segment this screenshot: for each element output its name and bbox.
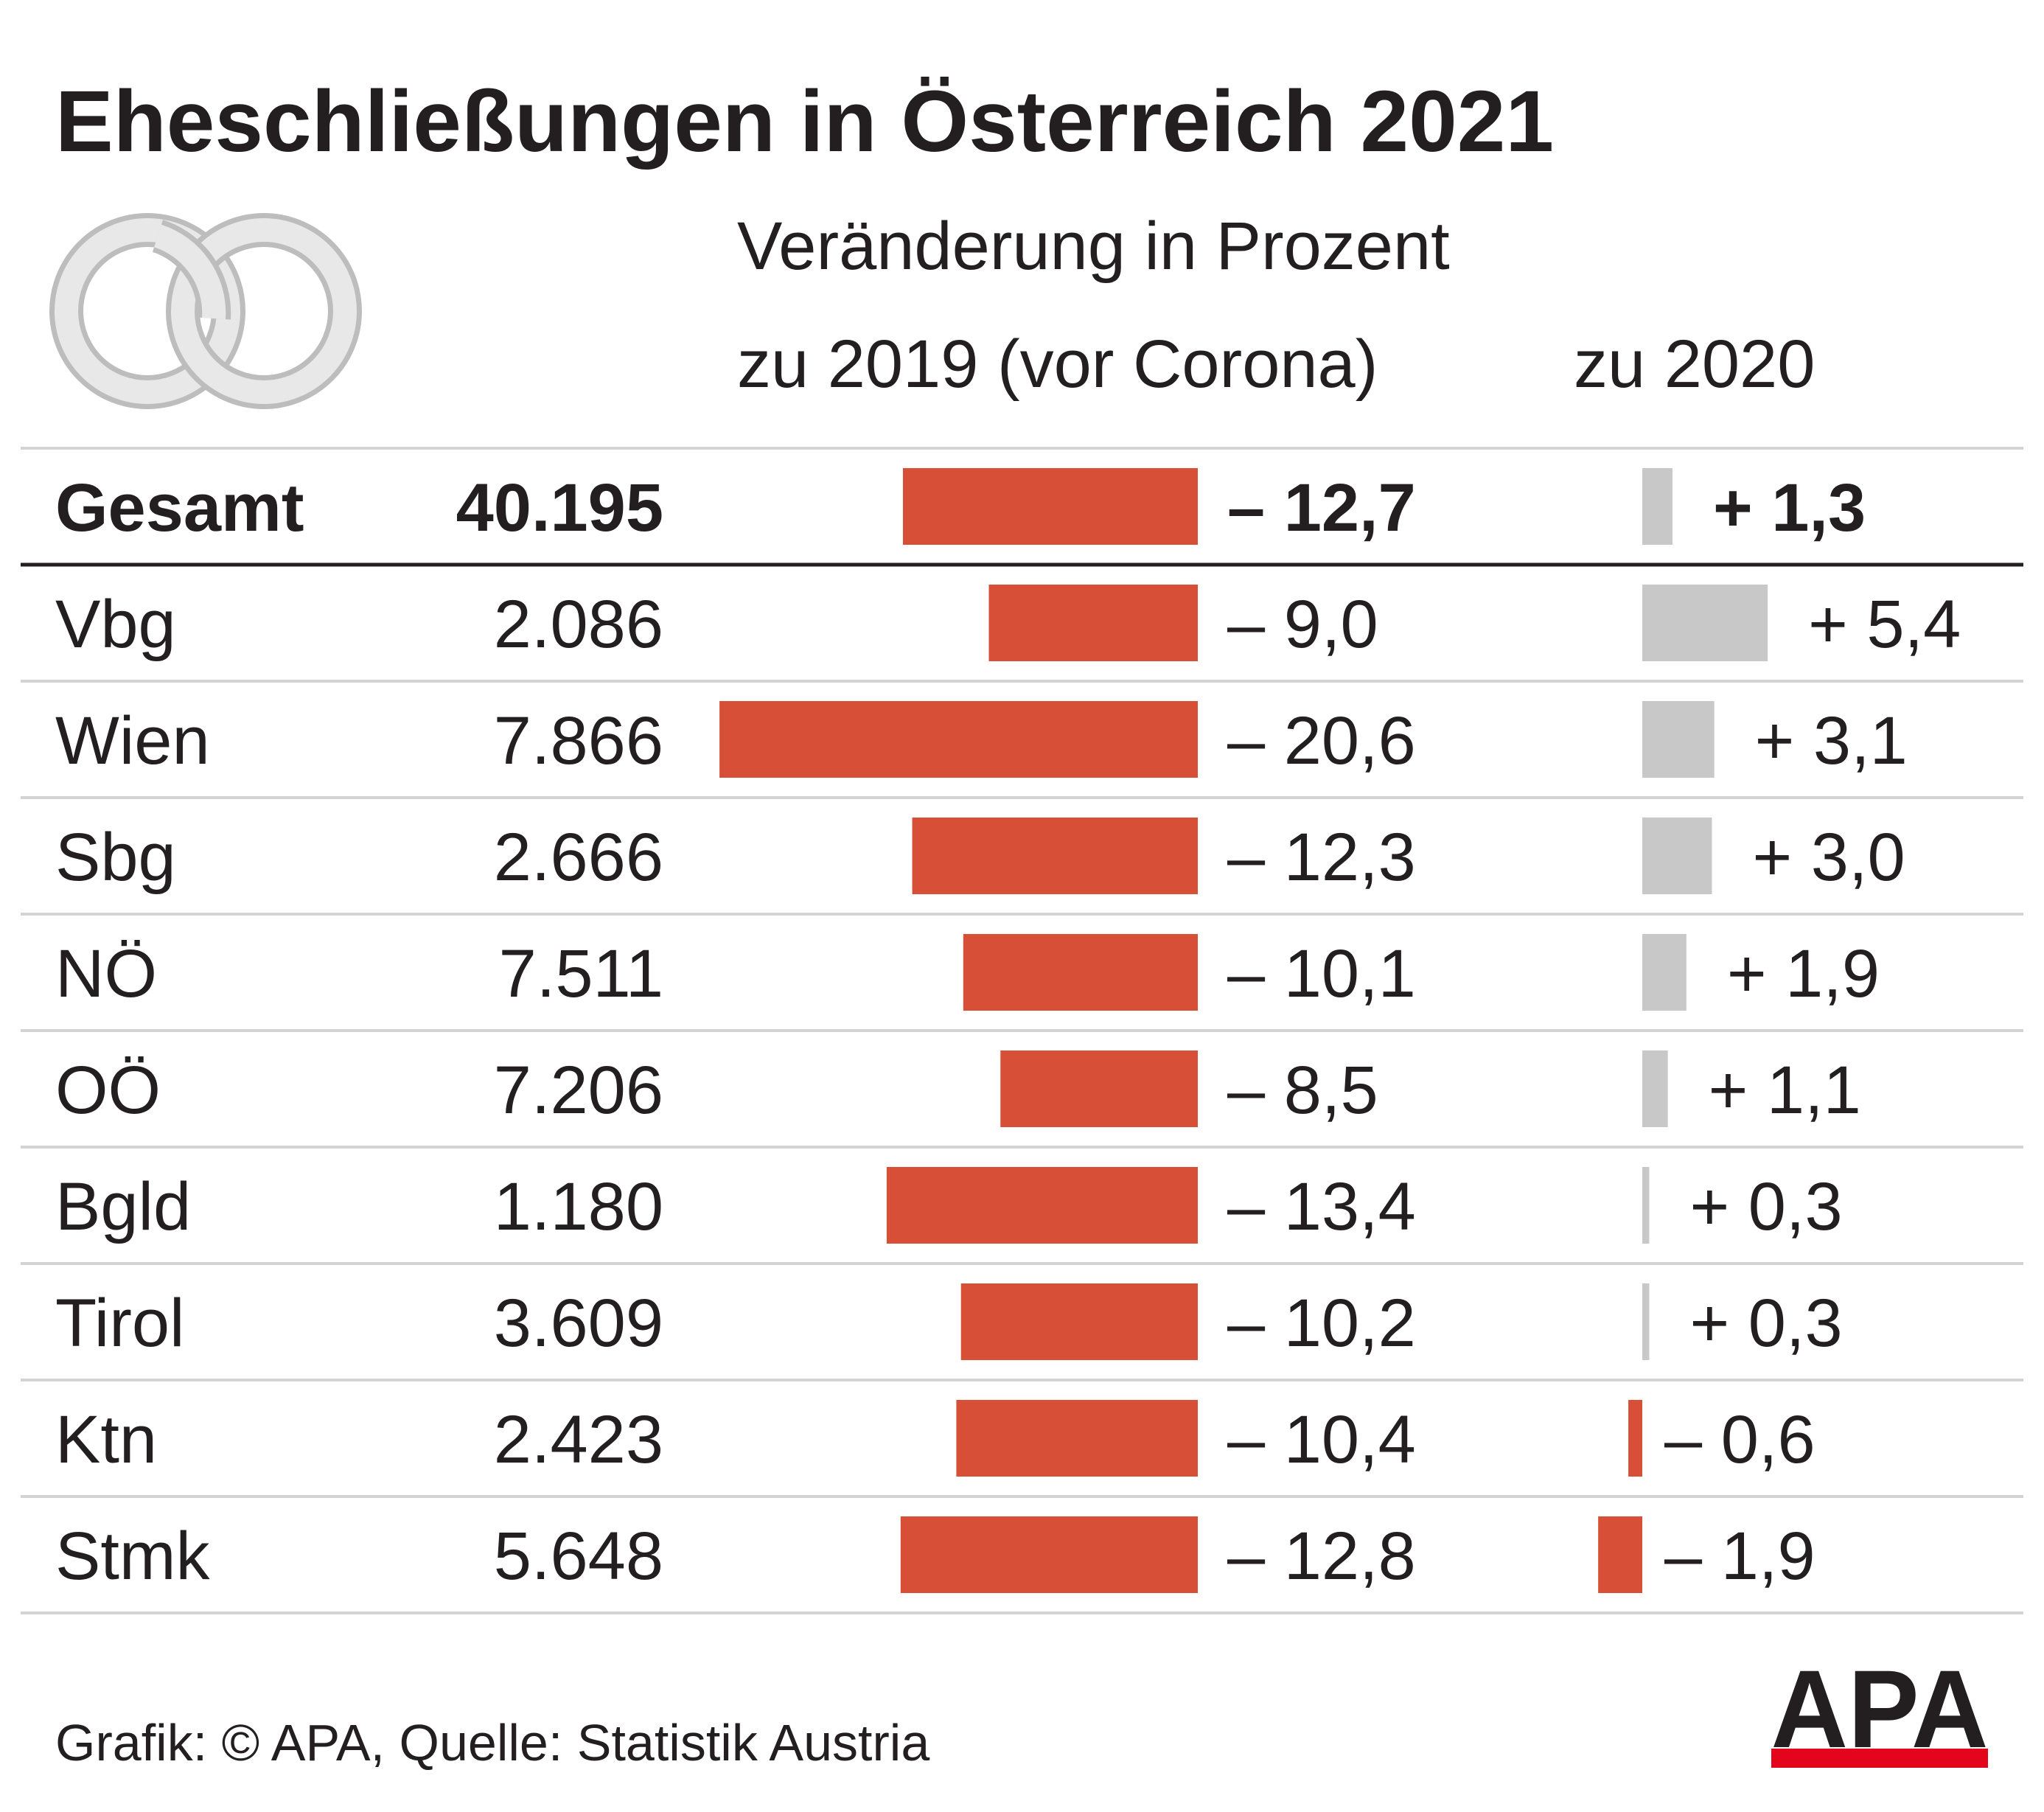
row-count-value: 40.195 [456,470,663,546]
column-header-2020: zu 2020 [1574,327,1815,402]
bar-change-2019 [902,468,1198,545]
row-count-value: 1.180 [494,1169,663,1244]
bar-change-2020 [1642,1283,1650,1360]
label-change-2019: – 20,6 [1227,703,1416,778]
bar-change-2019 [956,1400,1198,1477]
label-change-2020: – 1,9 [1664,1519,1815,1594]
bar-change-2019 [912,818,1198,894]
label-change-2020: + 3,0 [1753,820,1905,895]
bar-change-2019 [886,1167,1198,1244]
label-change-2020: + 0,3 [1689,1286,1842,1361]
chart-title: Eheschließungen in Österreich 2021 [55,73,1554,170]
table-rows: Gesamt 40.195 – 12,7 + 1,3 Vbg 2.086 – 9,0 + 5,… [21,447,2023,1614]
row-region-label: Stmk [55,1519,211,1594]
label-change-2019: – 12,7 [1227,470,1416,546]
row-region-label: Wien [55,703,210,778]
bar-change-2019 [719,701,1198,778]
label-change-2019: – 12,3 [1227,820,1416,895]
label-change-2019: – 10,1 [1227,936,1416,1011]
apa-logo-bar [1771,1749,1988,1768]
row-count-value: 7.866 [494,703,663,778]
bar-change-2020 [1628,1400,1642,1477]
label-change-2020: + 1,3 [1713,470,1866,546]
row-region-label: OÖ [55,1053,161,1128]
row-region-label: Bgld [55,1169,191,1244]
row-region-label: Sbg [55,820,176,895]
row-count-value: 7.206 [494,1053,663,1128]
label-change-2020: + 1,9 [1727,936,1880,1011]
label-change-2019: – 9,0 [1227,587,1378,662]
label-change-2019: – 10,4 [1227,1402,1416,1477]
bar-change-2019 [900,1516,1198,1593]
bar-change-2020 [1642,934,1687,1011]
bar-change-2020 [1642,1050,1668,1127]
bar-change-2020 [1642,701,1715,778]
row-region-label: Gesamt [55,470,304,546]
bar-change-2020 [1642,1167,1650,1244]
label-change-2019: – 12,8 [1227,1519,1416,1594]
bar-change-2020 [1642,585,1768,661]
row-region-label: Tirol [55,1286,184,1361]
footer-source: Grafik: © APA, Quelle: Statistik Austria [55,1714,929,1771]
bar-change-2020 [1642,818,1712,894]
apa-logo: APA [1771,1647,1989,1771]
row-region-label: Vbg [55,587,176,662]
row-count-value: 2.423 [494,1402,663,1477]
row-region-label: Ktn [55,1402,157,1477]
label-change-2020: + 1,1 [1709,1053,1861,1128]
row-count-value: 2.666 [494,820,663,895]
row-region-label: NÖ [55,936,157,1011]
wedding-rings-icon [49,213,362,409]
label-change-2019: – 8,5 [1227,1053,1378,1128]
row-count-value: 7.511 [499,936,663,1011]
bar-change-2019 [988,585,1198,661]
column-header-2019: zu 2019 (vor Corona) [737,327,1378,402]
label-change-2020: + 3,1 [1755,703,1908,778]
label-change-2019: – 10,2 [1227,1286,1416,1361]
bar-change-2019 [963,934,1198,1011]
bar-change-2019 [960,1283,1198,1360]
subtitle: Veränderung in Prozent [737,209,1450,284]
label-change-2019: – 13,4 [1227,1169,1416,1244]
row-count-value: 3.609 [494,1286,663,1361]
row-count-value: 5.648 [494,1519,663,1594]
label-change-2020: – 0,6 [1664,1402,1815,1477]
bar-change-2019 [1000,1050,1198,1127]
label-change-2020: + 5,4 [1808,587,1961,662]
label-change-2020: + 0,3 [1689,1169,1842,1244]
bar-change-2020 [1598,1516,1642,1593]
row-count-value: 2.086 [494,587,663,662]
bar-change-2020 [1642,468,1672,545]
